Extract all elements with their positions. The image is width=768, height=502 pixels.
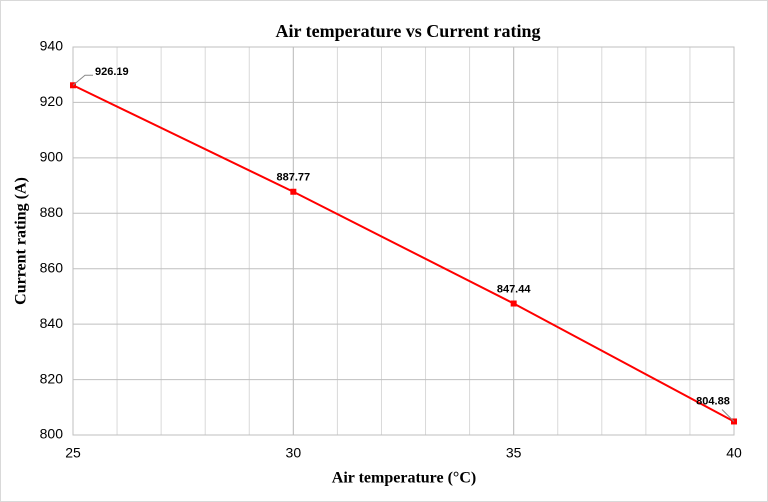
data-label: 804.88 bbox=[696, 395, 730, 407]
data-point bbox=[510, 300, 517, 307]
data-line bbox=[72, 84, 735, 423]
y-axis-label: Current rating (A) bbox=[13, 177, 30, 305]
y-tick-label: 920 bbox=[40, 93, 64, 109]
data-label: 887.77 bbox=[277, 172, 311, 184]
data-point bbox=[290, 188, 297, 195]
y-tick-label: 840 bbox=[40, 315, 64, 331]
chart-title: Air temperature vs Current rating bbox=[276, 21, 541, 41]
y-tick-label: 800 bbox=[40, 426, 64, 442]
x-tick-label: 30 bbox=[286, 445, 302, 461]
y-tick-label: 820 bbox=[40, 370, 64, 386]
x-tick-label: 40 bbox=[726, 445, 742, 461]
leader-line bbox=[72, 74, 93, 86]
y-tick-label: 900 bbox=[40, 149, 64, 165]
data-label: 926.19 bbox=[95, 66, 129, 78]
plot-border bbox=[72, 46, 735, 436]
data-label: 847.44 bbox=[497, 283, 532, 295]
leader-line bbox=[721, 409, 735, 422]
y-tick-label: 860 bbox=[40, 259, 64, 275]
x-tick-label: 25 bbox=[65, 445, 81, 461]
y-tick-label: 880 bbox=[40, 204, 64, 220]
x-tick-label: 35 bbox=[506, 445, 522, 461]
x-axis-label: Air temperature (°C) bbox=[332, 470, 476, 487]
y-tick-label: 940 bbox=[40, 38, 64, 54]
